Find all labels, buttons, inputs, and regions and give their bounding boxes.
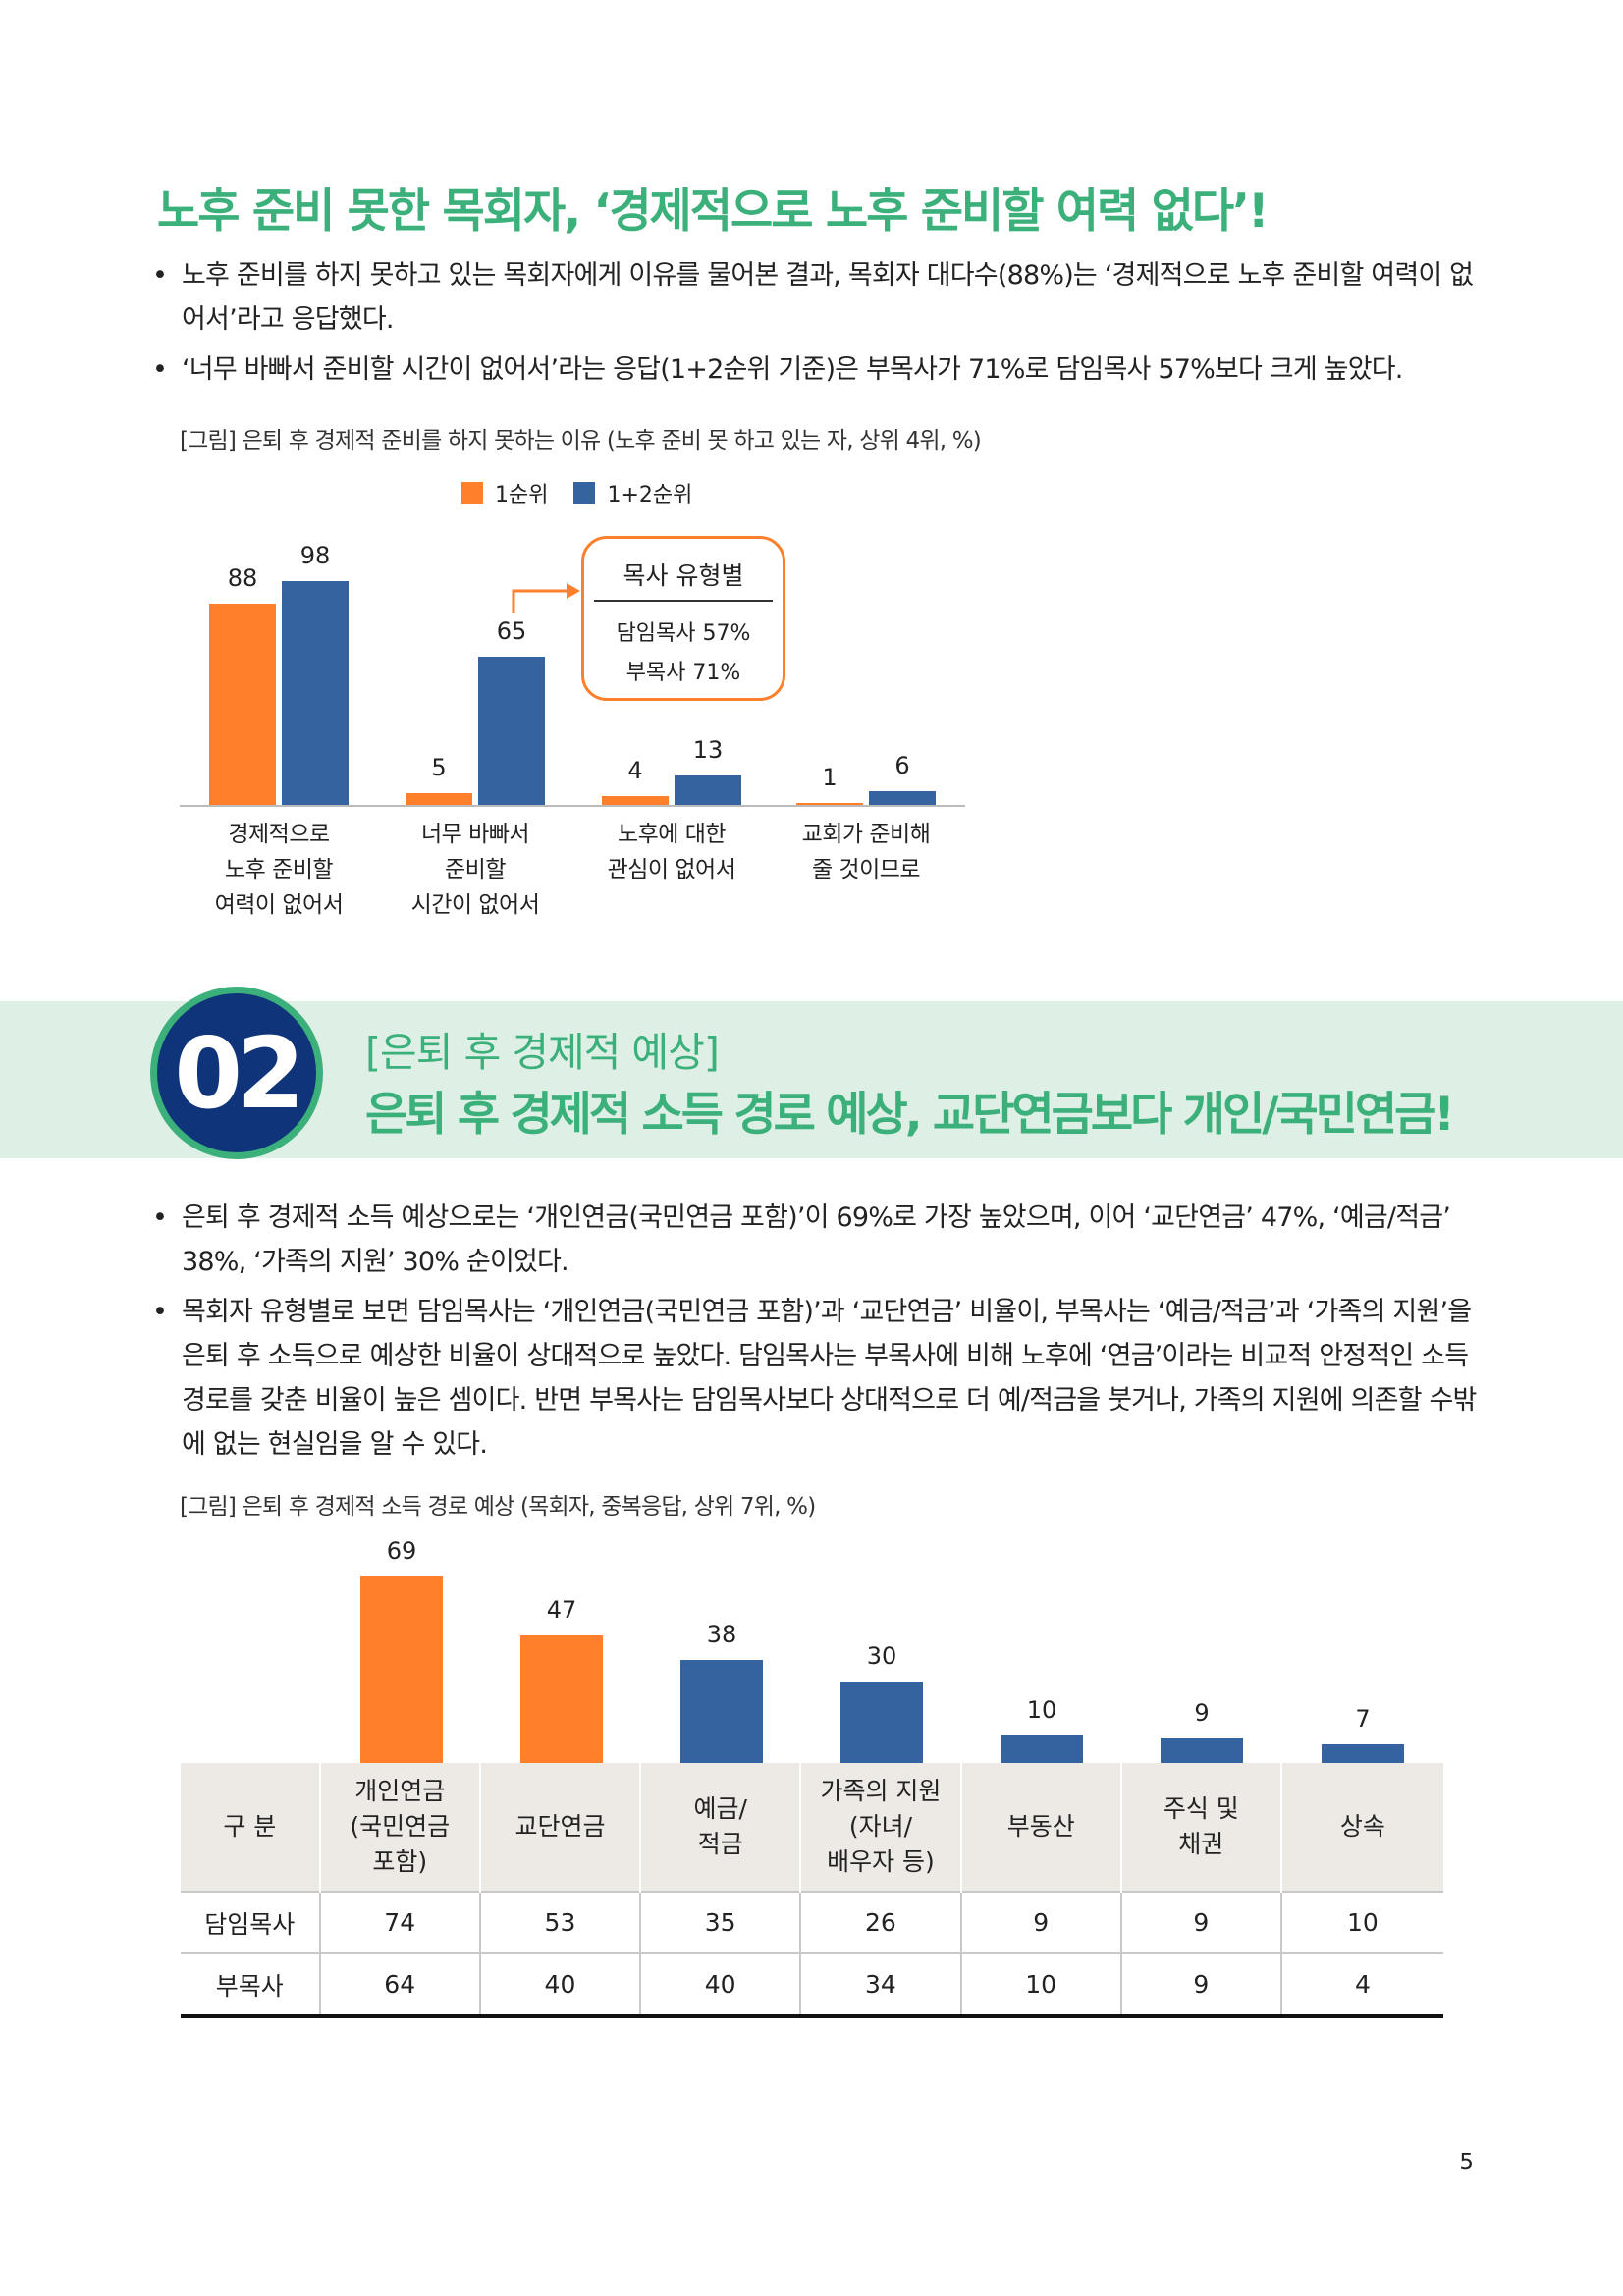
legend-swatch-blue (573, 482, 596, 504)
chart1-value-label: 4 (627, 756, 643, 784)
chart1-category-label: 너무 바빠서 준비할 시간이 없어서 (410, 822, 540, 918)
chart1-bar (209, 603, 276, 805)
table-cell: 34 (799, 1952, 961, 2018)
table-header-row: 구 분 개인연금 (국민연금 포함) 교단연금 예금/적금 가족의 지원 (자녀/배우자 등)… (181, 1763, 1443, 1892)
table-row-label: 부목사 (181, 1952, 320, 2018)
chart1-bar (602, 795, 669, 805)
callout-title: 목사 유형별 (594, 557, 773, 602)
callout-arrow (512, 583, 580, 613)
table-cell: 10 (1279, 1891, 1443, 1953)
bullet-item: 은퇴 후 경제적 소득 예상으로는 ‘개인연금(국민연금 포함)’이 69%로 … (152, 1196, 1478, 1284)
chart1-value-label: 5 (431, 754, 447, 782)
chart2-value-label: 38 (706, 1621, 737, 1649)
chart1-value-label: 6 (894, 752, 910, 780)
chart1-value-label: 98 (299, 541, 331, 569)
table-header-cell: 예금/적금 (639, 1763, 801, 1892)
table-header-cell: 개인연금 (국민연금 포함) (318, 1763, 480, 1892)
table-cell: 4 (1279, 1952, 1443, 2018)
table-row: 담임목사 74 53 35 26 9 9 10 (181, 1891, 1443, 1953)
section-number-badge: 02 (150, 987, 323, 1159)
chart2-value-label: 10 (1026, 1696, 1057, 1725)
chart1-bar (478, 656, 545, 805)
chart2-caption: [그림] 은퇴 후 경제적 소득 경로 예상 (목회자, 중복응답, 상위 7위… (180, 1494, 816, 1520)
chart2-bar (1161, 1738, 1243, 1763)
chart1-legend: 1순위 1+2순위 (461, 477, 692, 508)
chart2-value-label: 47 (546, 1596, 577, 1625)
legend-item-rank1: 1순위 (461, 477, 548, 508)
table-header-cell: 교단연금 (478, 1763, 641, 1892)
table-cell: 40 (639, 1952, 801, 2018)
chart1-caption: [그림] 은퇴 후 경제적 준비를 하지 못하는 이유 (노후 준비 못 하고 … (180, 428, 982, 454)
chart1-bar (675, 774, 741, 805)
legend-item-rank12: 1+2순위 (573, 477, 692, 508)
table-cell: 53 (478, 1891, 641, 1953)
chart1-bar (869, 791, 936, 805)
chart2-value-label: 7 (1355, 1704, 1371, 1733)
section2-subtitle: [은퇴 후 경제적 예상] (365, 1029, 720, 1076)
table-header-cell: 가족의 지원 (자녀/배우자 등) (799, 1763, 961, 1892)
chart1-bar (796, 802, 863, 805)
bullet-item: 노후 준비를 하지 못하고 있는 목회자에게 이유를 물어본 결과, 목회자 대… (152, 253, 1478, 342)
chart1-bar (282, 580, 349, 805)
section1-heading: 노후 준비 못한 목회자, ‘경제적으로 노후 준비할 여력 없다’! (157, 185, 1269, 239)
chart1-bar (406, 793, 472, 805)
table-header-cell: 주식 및 채권 (1119, 1763, 1281, 1892)
table-cell: 26 (799, 1891, 961, 1953)
table-cell: 10 (959, 1952, 1121, 2018)
table-cell: 35 (639, 1891, 801, 1953)
table-cell: 64 (318, 1952, 480, 2018)
legend-label: 1+2순위 (607, 483, 693, 507)
table-cell: 9 (959, 1891, 1121, 1953)
chart2-bar (680, 1660, 763, 1763)
callout-row: 부목사 71% (625, 661, 741, 685)
chart2-bar (520, 1635, 603, 1763)
table-header-cell: 구 분 (181, 1763, 320, 1892)
chart1-value-label: 1 (822, 763, 838, 791)
bullet-item: 목회자 유형별로 보면 담임목사는 ‘개인연금(국민연금 포함)’과 ‘교단연금… (152, 1290, 1478, 1467)
chart2-bar (840, 1682, 923, 1763)
table-row: 부목사 64 40 40 34 10 9 4 (181, 1952, 1443, 2018)
chart1-value-label: 13 (692, 735, 724, 764)
chart1-category-label: 교회가 준비해 줄 것이므로 (801, 822, 931, 882)
table-cell: 74 (318, 1891, 480, 1953)
legend-label: 1순위 (495, 483, 549, 507)
chart1-value-label: 88 (227, 563, 258, 592)
comparison-table: 구 분 개인연금 (국민연금 포함) 교단연금 예금/적금 가족의 지원 (자녀/배우자 등)… (181, 1763, 1443, 2018)
chart2-bar (1322, 1743, 1404, 1763)
chart1-category-label: 경제적으로 노후 준비할 여력이 없어서 (214, 822, 344, 918)
section2-bullets: 은퇴 후 경제적 소득 예상으로는 ‘개인연금(국민연금 포함)’이 69%로 … (152, 1196, 1478, 1472)
table-cell: 9 (1119, 1952, 1281, 2018)
chart2-bar (1001, 1735, 1083, 1763)
legend-swatch-orange (461, 482, 483, 504)
callout-row: 담임목사 57% (616, 621, 751, 646)
chart2-bar (360, 1575, 443, 1763)
chart2-value-label: 69 (386, 1536, 417, 1565)
chart2-value-label: 30 (866, 1642, 897, 1671)
table-header-cell: 부동산 (959, 1763, 1121, 1892)
bullet-item: ‘너무 바빠서 준비할 시간이 없어서’라는 응답(1+2순위 기준)은 부목사… (152, 347, 1478, 392)
table-cell: 9 (1119, 1891, 1281, 1953)
table-cell: 40 (478, 1952, 641, 2018)
chart2-value-label: 9 (1194, 1699, 1210, 1728)
section2-title: 은퇴 후 경제적 소득 경로 예상, 교단연금보다 개인/국민연금! (365, 1088, 1455, 1142)
section1-bullets: 노후 준비를 하지 못하고 있는 목회자에게 이유를 물어본 결과, 목회자 대… (152, 253, 1478, 398)
chart1-value-label: 65 (496, 616, 527, 645)
chart1: 88 98 경제적으로 노후 준비할 여력이 없어서 5 65 너무 바빠서 준비할 시간이 없어… (0, 0, 1623, 982)
chart1-baseline (180, 805, 965, 807)
table-row-label: 담임목사 (181, 1891, 320, 1953)
chart1-category-label: 노후에 대한 관심이 없어서 (607, 822, 736, 882)
callout-box: 목사 유형별 담임목사 57% 부목사 71% (581, 536, 785, 701)
page-number: 5 (1459, 2150, 1474, 2175)
table-header-cell: 상속 (1279, 1763, 1443, 1892)
